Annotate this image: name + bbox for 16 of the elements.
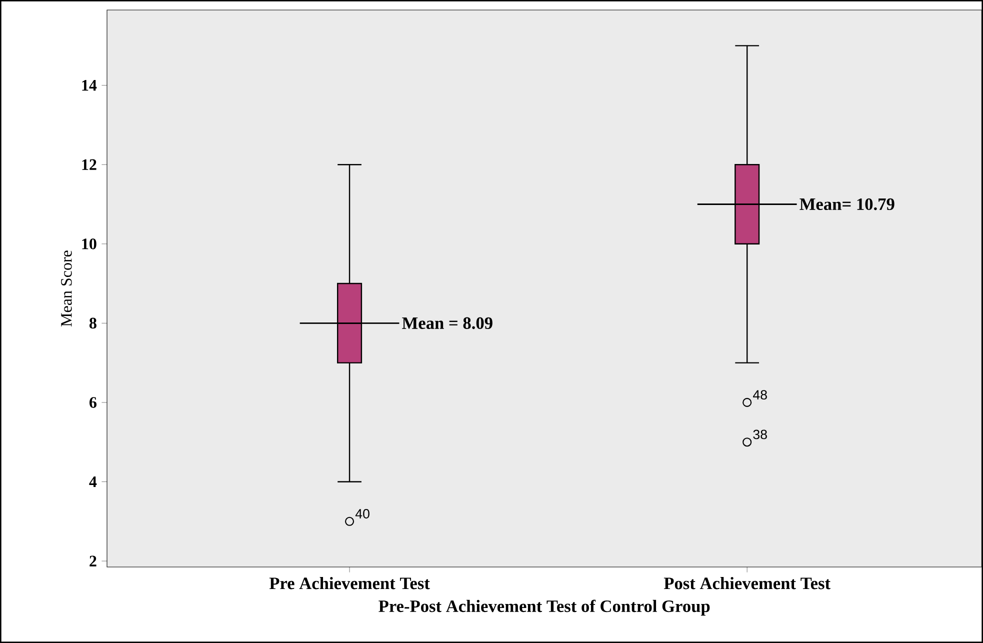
y-tick-label: 6	[90, 397, 96, 408]
annotation: 40	[355, 509, 370, 518]
annotation: Mean= 10.79	[800, 198, 894, 210]
y-tick-label: 12	[82, 159, 96, 170]
y-axis-title: Mean Score	[61, 250, 72, 326]
y-tick-label: 8	[89, 318, 96, 329]
y-tick-label: 2	[90, 556, 96, 566]
x-tick-label: Post Achievement Test	[664, 577, 830, 590]
annotation: 38	[753, 430, 767, 440]
x-tick-label: Pre Achievement Test	[269, 577, 430, 590]
y-tick-label: 10	[82, 238, 96, 250]
annotation: 48	[753, 390, 767, 400]
x-axis-title: Pre-Post Achievement Test of Control Group	[378, 600, 710, 616]
annotation: Mean = 8.09	[402, 317, 492, 330]
y-tick-label: 14	[82, 80, 97, 91]
y-tick-label: 4	[89, 476, 97, 488]
